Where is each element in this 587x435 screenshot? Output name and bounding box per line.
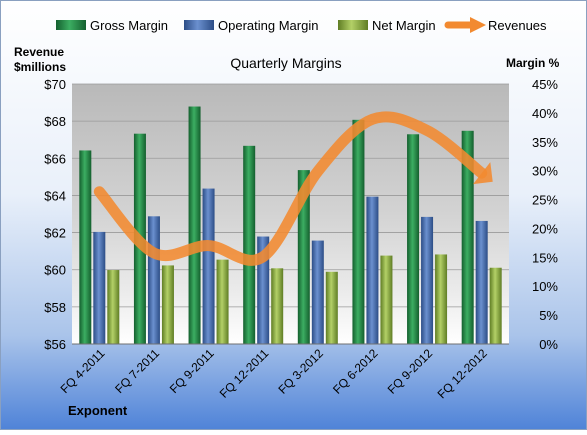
bar-operating-margin — [93, 231, 106, 344]
revenue-line-path — [93, 111, 488, 266]
right-tick-label: 30% — [532, 164, 558, 179]
bar-operating-margin — [147, 216, 160, 344]
bar-operating-margin — [366, 196, 379, 344]
bar-operating-margin — [475, 220, 488, 344]
x-axis-title: Exponent — [68, 403, 128, 418]
revenue-line — [93, 111, 493, 266]
left-axis-title-line2: $millions — [14, 60, 66, 74]
legend-label-revenues: Revenues — [488, 18, 547, 33]
legend-swatch-operating-margin — [184, 20, 214, 30]
bar-net-margin — [107, 270, 120, 344]
right-tick-label: 25% — [532, 193, 558, 208]
bar-net-margin — [435, 254, 448, 344]
bar-net-margin — [380, 255, 393, 344]
bar-net-margin — [489, 267, 502, 344]
legend-swatch-gross-margin — [56, 20, 86, 30]
right-tick-label: 10% — [532, 279, 558, 294]
bar-gross-margin — [461, 130, 474, 344]
legend-label-gross-margin: Gross Margin — [90, 18, 168, 33]
legend-label-net-margin: Net Margin — [372, 18, 436, 33]
legend-item-operating-margin: Operating Margin — [184, 18, 318, 33]
left-tick-label: $62 — [44, 226, 66, 241]
right-tick-label: 20% — [532, 221, 558, 236]
legend-swatch-net-margin — [338, 20, 368, 30]
bar-operating-margin — [202, 188, 215, 344]
left-tick-label: $58 — [44, 300, 66, 315]
legend: Gross Margin Operating Margin Net Margin… — [56, 17, 547, 33]
left-tick-label: $68 — [44, 114, 66, 129]
right-tick-label: 40% — [532, 106, 558, 121]
right-tick-label: 15% — [532, 250, 558, 265]
legend-arrow-revenues — [470, 17, 486, 33]
right-axis-title: Margin % — [506, 56, 560, 70]
bar-operating-margin — [311, 240, 324, 344]
left-tick-label: $70 — [44, 77, 66, 92]
left-tick-label: $60 — [44, 263, 66, 278]
right-tick-label: 35% — [532, 135, 558, 150]
bar-gross-margin — [79, 150, 92, 344]
bars — [79, 106, 502, 345]
left-tick-label: $56 — [44, 337, 66, 352]
bar-gross-margin — [407, 134, 420, 344]
legend-item-gross-margin: Gross Margin — [56, 18, 168, 33]
revenue-line-arrowhead — [473, 162, 493, 185]
bar-gross-margin — [243, 145, 256, 344]
left-tick-label: $64 — [44, 188, 66, 203]
right-axis-ticks: 0% 5% 10% 15% 20% 25% 30% 35% 40% 45% — [532, 77, 558, 352]
chart-title: Quarterly Margins — [230, 55, 341, 71]
legend-item-net-margin: Net Margin — [338, 18, 436, 33]
bar-net-margin — [161, 265, 174, 344]
bar-net-margin — [271, 268, 284, 344]
left-axis-title-line1: Revenue — [14, 45, 64, 59]
right-tick-label: 45% — [532, 77, 558, 92]
bar-gross-margin — [297, 170, 310, 344]
legend-item-revenues: Revenues — [444, 17, 547, 33]
right-tick-label: 0% — [539, 337, 558, 352]
bar-operating-margin — [421, 216, 434, 344]
legend-label-operating-margin: Operating Margin — [218, 18, 318, 33]
bar-net-margin — [325, 271, 338, 344]
left-axis-ticks: $56 $58 $60 $62 $64 $66 $68 $70 — [44, 77, 66, 352]
left-tick-label: $66 — [44, 151, 66, 166]
bar-gross-margin — [188, 106, 201, 345]
right-tick-label: 5% — [539, 308, 558, 323]
bar-net-margin — [216, 259, 229, 344]
bar-gross-margin — [352, 119, 365, 344]
